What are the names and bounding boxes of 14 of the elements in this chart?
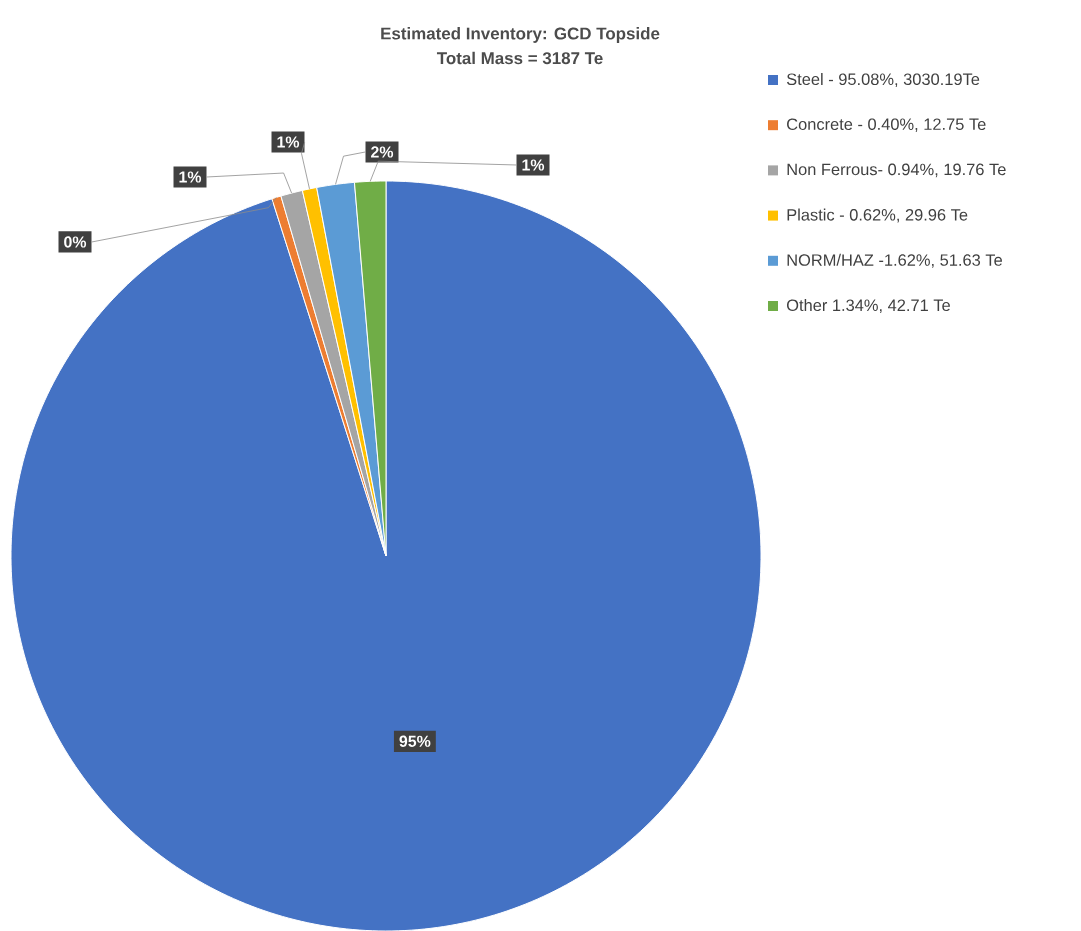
data-label: 2% (371, 146, 394, 158)
legend-label: Concrete - 0.40%, 12.75 Te (787, 118, 986, 132)
chart-subtitle: Total Mass = 3187 Te (436, 51, 603, 65)
legend-label: Plastic - 0.62%, 29.96 Te (787, 208, 968, 223)
chart-title: Estimated Inventory: GCD Topside (381, 27, 660, 43)
data-label: 1% (277, 136, 300, 148)
legend-label: Non Ferrous- 0.94%, 19.76 Te (787, 163, 1006, 178)
data-label: 1% (179, 171, 202, 183)
data-label: 95% (399, 735, 431, 747)
legend-label: NORM/HAZ -1.62%, 51.63 Te (787, 253, 1002, 268)
legend-label: Other 1.34%, 42.71 Te (786, 298, 950, 313)
legend-label: Steel - 95.08%, 3030.19Te (786, 72, 980, 87)
data-label: 1% (522, 159, 545, 171)
data-label: 0% (64, 236, 87, 248)
